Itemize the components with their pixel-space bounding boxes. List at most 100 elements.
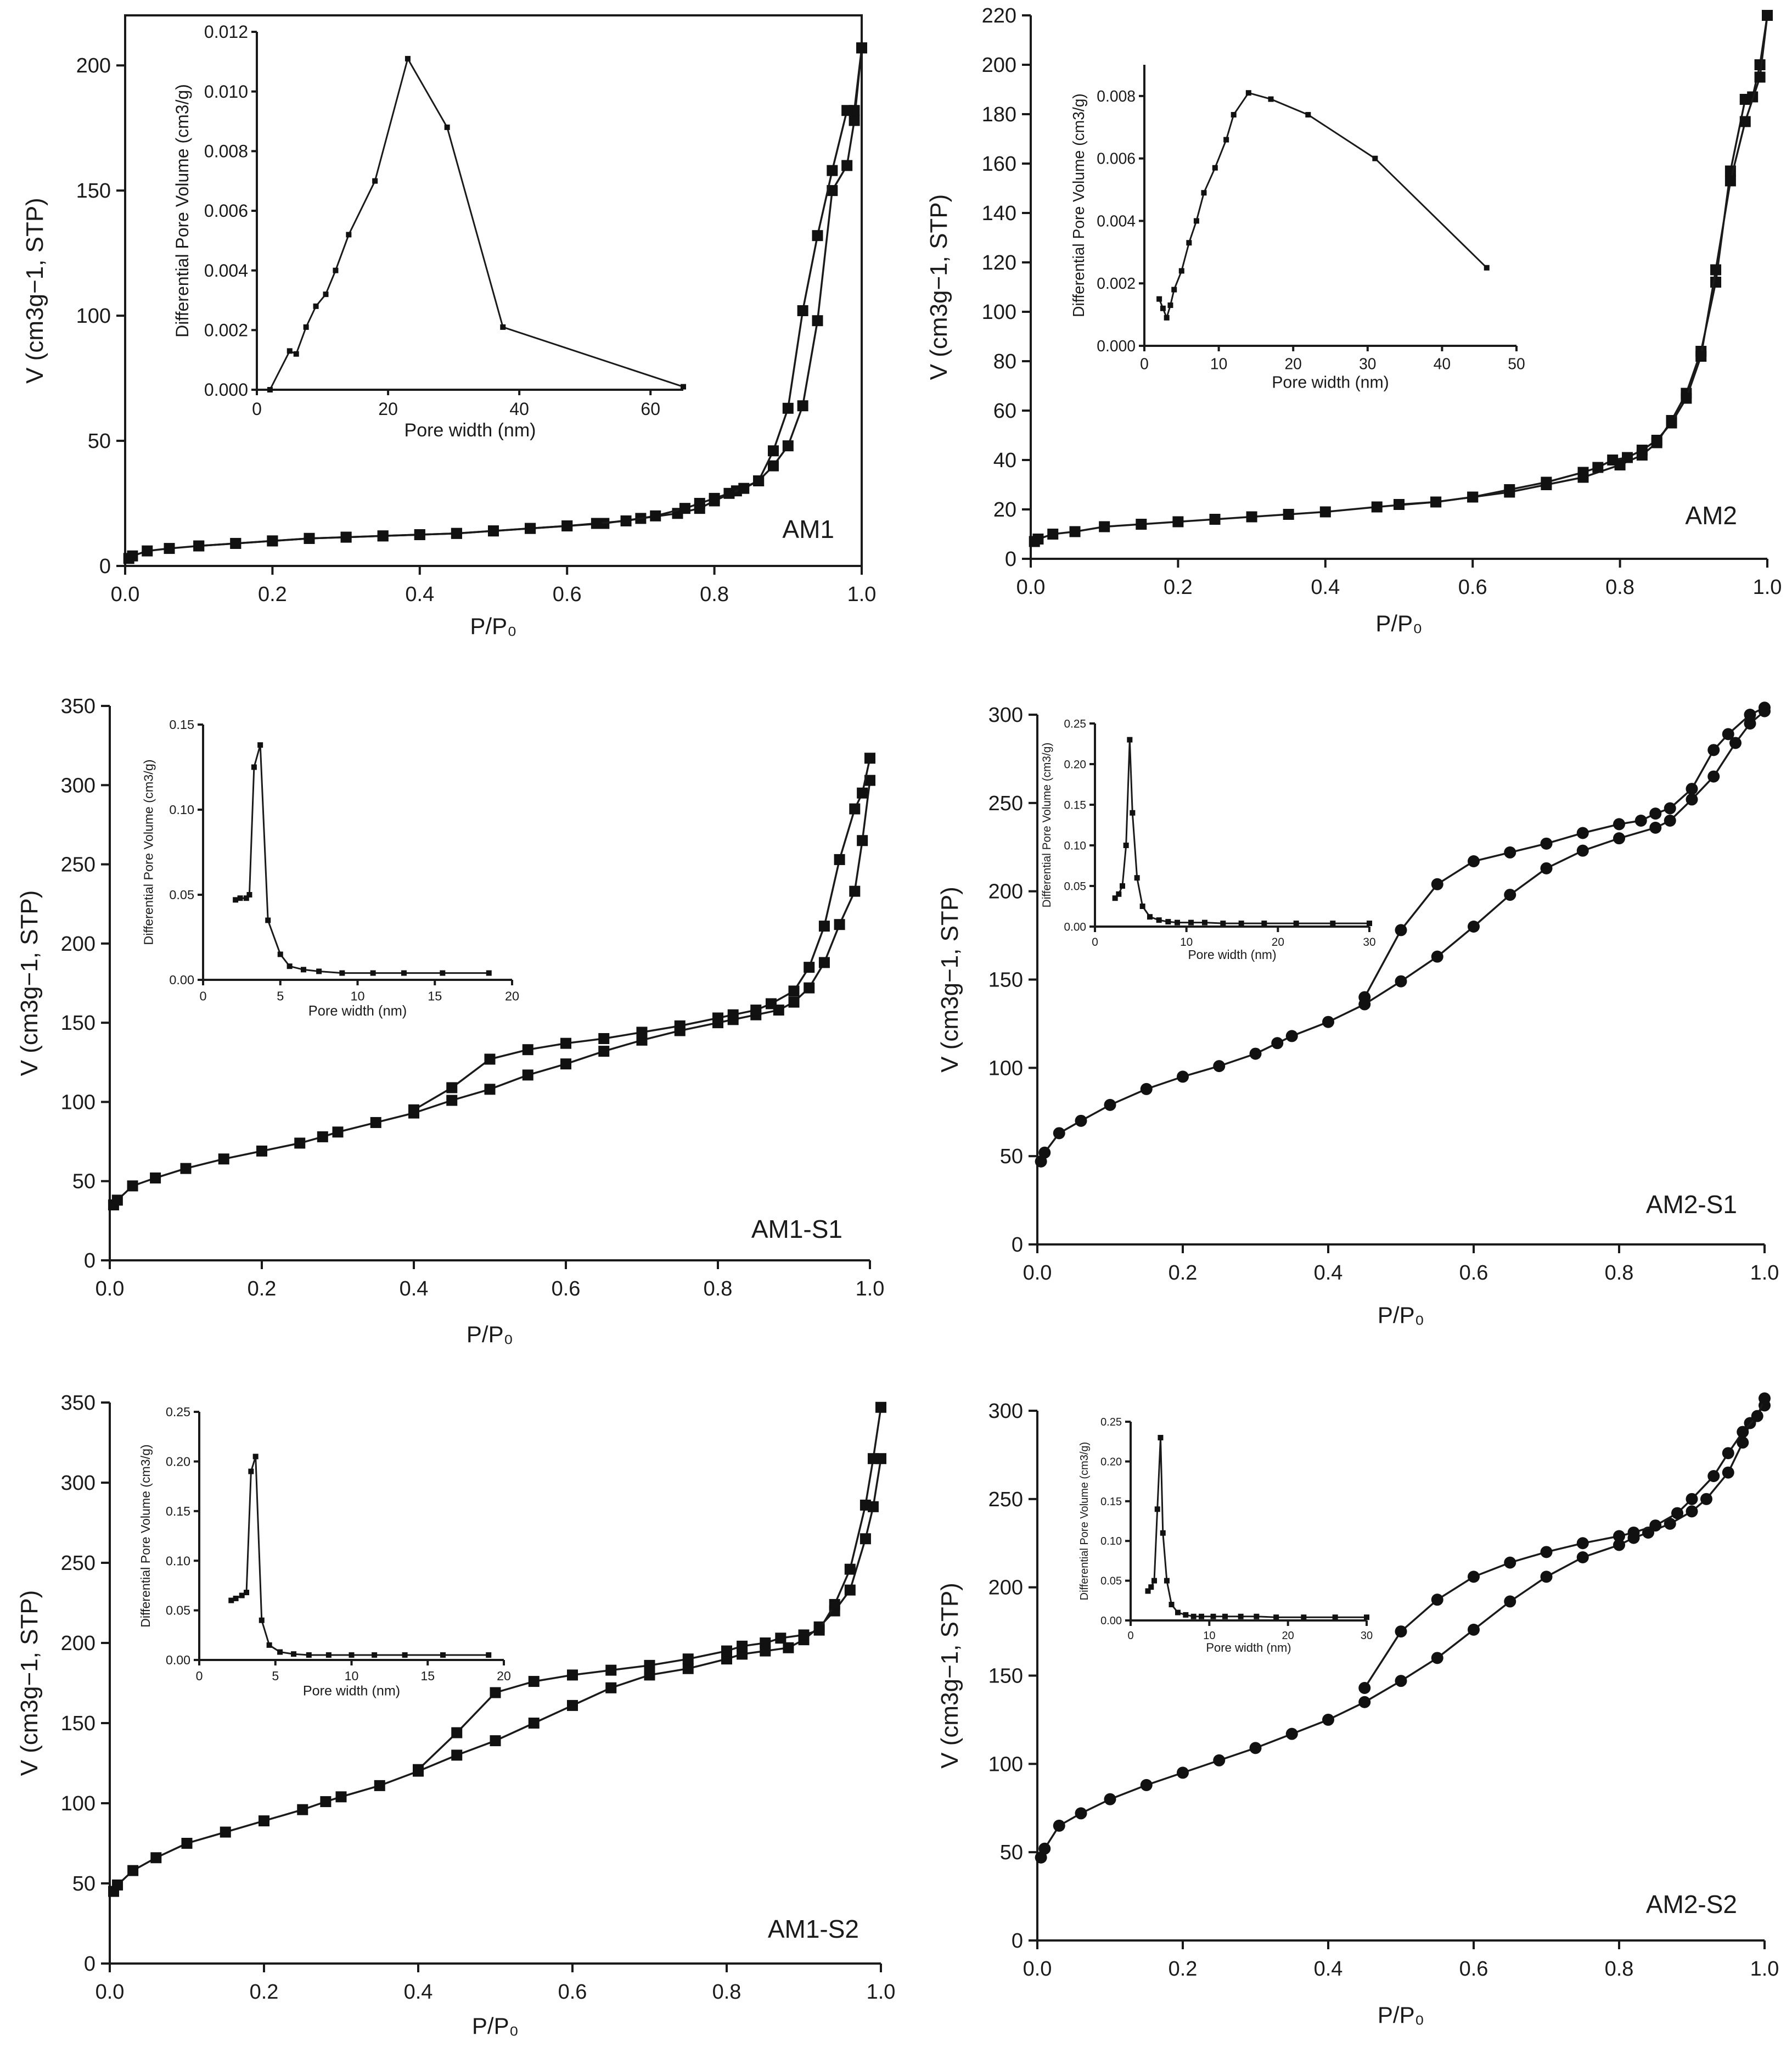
plot-frame: [124, 14, 863, 567]
y-tick-label: 150: [76, 180, 111, 203]
inset-x-tick-label: 50: [1508, 355, 1525, 372]
y-axis-title: V (cm3g−1, STP): [936, 1583, 963, 1769]
data-point-adsorption: [1744, 717, 1756, 730]
inset-data-point: [444, 124, 450, 130]
inset-x-tick-label: 20: [1282, 1630, 1294, 1642]
data-point-adsorption: [1140, 1779, 1153, 1791]
data-point-adsorption: [150, 1852, 162, 1864]
data-point-desorption: [1751, 1410, 1763, 1422]
y-tick-label: 200: [988, 880, 1023, 904]
inset-data-point: [1127, 737, 1133, 743]
data-point-adsorption: [1576, 1551, 1589, 1563]
data-point-adsorption: [259, 1815, 269, 1827]
inset-y-tick-label: 0.000: [1097, 337, 1136, 355]
data-point-desorption: [1754, 71, 1766, 83]
data-point-adsorption: [841, 160, 853, 171]
inset-data-point: [293, 351, 299, 357]
inset-data-point: [1130, 810, 1136, 816]
data-point-desorption: [674, 1020, 686, 1031]
data-point-adsorption: [294, 1137, 306, 1149]
inset-y-tick-label: 0.25: [166, 1405, 190, 1419]
x-axis-title: P/P₀: [1375, 610, 1422, 636]
inset-data-point: [1193, 218, 1199, 224]
y-tick-label: 0: [99, 555, 111, 578]
data-point-desorption: [1710, 264, 1722, 276]
inset-data-point: [1171, 287, 1177, 293]
data-point-desorption: [798, 1629, 810, 1641]
inset-data-point: [287, 348, 293, 354]
inset-data-point: [1148, 1584, 1154, 1590]
inset-data-point: [1178, 268, 1184, 274]
series-line-adsorption: [1040, 1405, 1766, 1858]
inset-data-point: [1175, 919, 1180, 925]
inset-data-point: [1330, 921, 1336, 927]
inset-data-point: [1160, 305, 1166, 311]
inset-data-point: [372, 1652, 378, 1658]
inset-y-axis-title: Differential Pore Volume (cm3/g): [172, 84, 192, 338]
data-point-desorption: [1634, 815, 1647, 827]
data-point-adsorption: [332, 1126, 344, 1138]
inset-x-tick-label: 15: [420, 1669, 435, 1683]
inset-data-point: [1175, 1609, 1181, 1616]
data-point-adsorption: [682, 1663, 694, 1674]
data-point-desorption: [605, 1664, 617, 1676]
inset-data-point: [1245, 90, 1251, 96]
y-tick-label: 50: [1000, 1145, 1023, 1168]
y-axis-title: V (cm3g−1, STP): [925, 194, 952, 380]
data-point-desorption: [1395, 1625, 1407, 1638]
y-tick-label: 100: [76, 305, 111, 328]
inset-data-point: [486, 970, 492, 976]
inset-data-point: [1212, 165, 1218, 171]
data-point-desorption: [1394, 499, 1405, 510]
inset-data-point: [1190, 1613, 1196, 1619]
data-point-desorption: [525, 523, 536, 534]
inset-data-point: [313, 303, 319, 309]
data-point-desorption: [1358, 1682, 1371, 1695]
y-tick-label: 220: [982, 4, 1016, 27]
data-point-desorption: [1468, 1570, 1480, 1583]
data-point-desorption: [723, 487, 735, 499]
data-point-adsorption: [164, 543, 175, 554]
data-point-desorption: [1707, 744, 1720, 756]
data-point-adsorption: [1576, 844, 1589, 857]
data-point-desorption: [1576, 1537, 1589, 1550]
panel-label: AM1: [782, 515, 834, 543]
inset-data-point: [1231, 112, 1237, 118]
inset-data-point: [1134, 875, 1140, 881]
y-tick-label: 0: [84, 1249, 96, 1272]
y-tick-label: 0: [84, 1953, 96, 1976]
data-point-desorption: [1707, 1470, 1720, 1483]
inset-data-point: [1112, 895, 1118, 901]
inset-x-tick-label: 5: [277, 989, 284, 1003]
data-point-desorption: [1622, 452, 1633, 463]
data-point-adsorption: [598, 1046, 610, 1057]
panel-label: AM1-S2: [768, 1915, 859, 1943]
inset-x-tick-label: 10: [350, 989, 364, 1003]
inset-y-tick-label: 0.002: [1097, 274, 1136, 292]
data-point-desorption: [1504, 846, 1516, 859]
inset-data-point: [1202, 919, 1207, 925]
data-point-desorption: [782, 402, 794, 414]
inset-data-point: [1222, 1613, 1228, 1619]
data-point-desorption: [1681, 392, 1692, 404]
inset-data-point: [1238, 921, 1244, 927]
data-point-adsorption: [1395, 975, 1407, 988]
inset-data-point: [1120, 883, 1125, 889]
data-point-adsorption: [1075, 1114, 1087, 1127]
data-point-desorption: [1607, 455, 1619, 465]
data-point-adsorption: [1053, 1819, 1065, 1832]
data-point-adsorption: [783, 1642, 794, 1653]
inset-x-tick-label: 15: [428, 989, 442, 1003]
data-point-adsorption: [1358, 1696, 1371, 1708]
pore-size-inset: 0 10 20 30 40 50 0.000 0.002 0.004 0.006 0.008 Pore…: [1070, 65, 1525, 391]
y-tick-label: 150: [61, 1712, 96, 1735]
data-point-adsorption: [1319, 506, 1331, 518]
data-point-adsorption: [1540, 1570, 1553, 1583]
inset-data-point: [252, 1454, 259, 1460]
inset-data-point: [233, 1595, 239, 1601]
inset-data-point: [1164, 1578, 1170, 1584]
inset-data-point: [228, 1597, 234, 1603]
inset-data-point: [1156, 917, 1162, 923]
y-tick-label: 200: [61, 1632, 96, 1655]
inset-data-point: [1201, 190, 1207, 196]
